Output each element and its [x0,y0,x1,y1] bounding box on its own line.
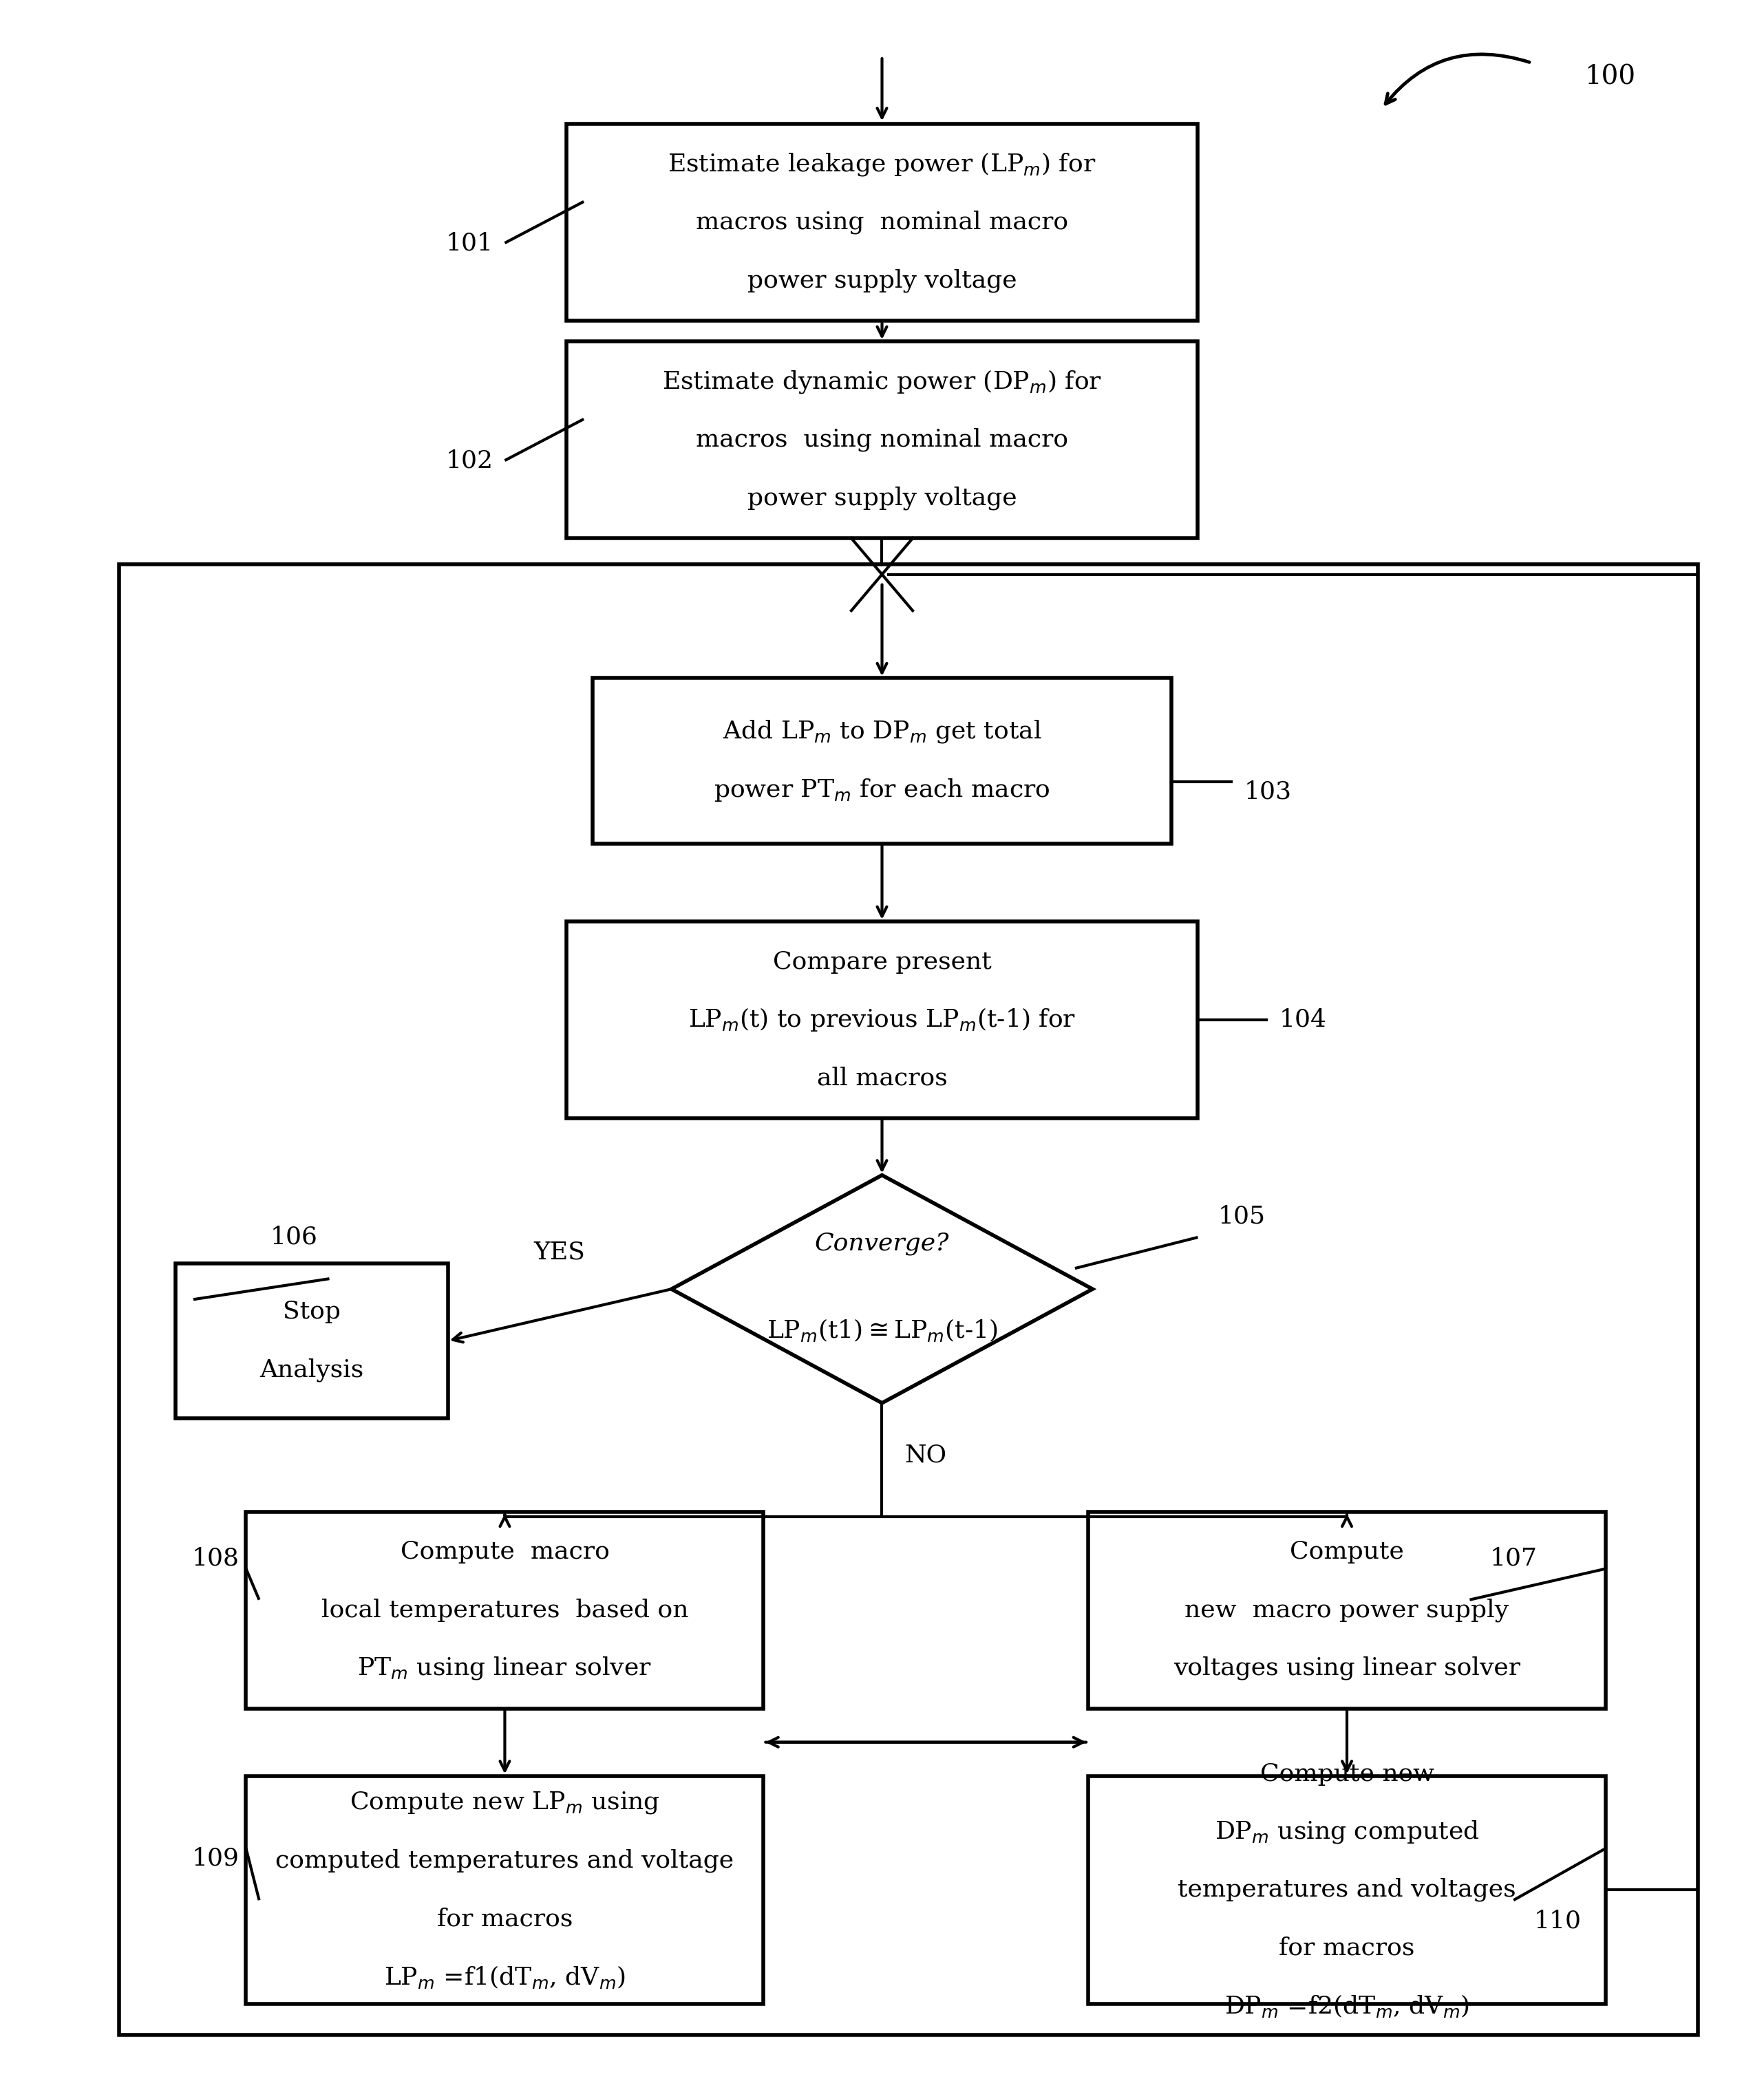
Text: 103: 103 [1244,780,1291,803]
Polygon shape [672,1176,1092,1403]
Text: Stop: Stop [282,1301,340,1324]
Text: NO: NO [905,1442,947,1467]
Text: 100: 100 [1584,65,1635,89]
Text: PT$_m$ using linear solver: PT$_m$ using linear solver [358,1654,653,1681]
Text: 104: 104 [1279,1007,1327,1032]
Text: YES: YES [534,1240,586,1263]
Text: macros using  nominal macro: macros using nominal macro [695,210,1069,235]
Text: power PT$_m$ for each macro: power PT$_m$ for each macro [714,776,1050,803]
Text: local temperatures  based on: local temperatures based on [321,1598,688,1621]
Text: Analysis: Analysis [259,1359,363,1382]
Text: Estimate leakage power (LP$_m$) for: Estimate leakage power (LP$_m$) for [669,150,1095,177]
Text: macros  using nominal macro: macros using nominal macro [695,429,1069,452]
Text: power supply voltage: power supply voltage [748,485,1016,510]
FancyBboxPatch shape [593,678,1171,843]
Text: Compute: Compute [1289,1540,1404,1563]
FancyBboxPatch shape [566,922,1198,1117]
Text: new  macro power supply: new macro power supply [1185,1598,1508,1621]
Text: power supply voltage: power supply voltage [748,268,1016,291]
Text: Estimate dynamic power (DP$_m$) for: Estimate dynamic power (DP$_m$) for [662,368,1102,395]
Text: LP$_m$(t1)$\cong$LP$_m$(t-1): LP$_m$(t1)$\cong$LP$_m$(t-1) [767,1317,997,1344]
Text: for macros: for macros [437,1906,573,1931]
FancyBboxPatch shape [1088,1511,1605,1709]
FancyBboxPatch shape [1088,1775,1605,2004]
Text: Compare present: Compare present [773,951,991,974]
Text: 101: 101 [446,231,494,254]
Text: 106: 106 [270,1226,318,1249]
Text: 108: 108 [192,1546,240,1569]
Text: DP$_m$ using computed: DP$_m$ using computed [1215,1819,1480,1846]
Text: DP$_m$ =f2(dT$_m$, dV$_m$): DP$_m$ =f2(dT$_m$, dV$_m$) [1224,1994,1469,2019]
Text: 102: 102 [446,449,494,472]
Text: 105: 105 [1217,1205,1265,1228]
Text: 107: 107 [1491,1546,1536,1569]
Text: computed temperatures and voltage: computed temperatures and voltage [275,1848,734,1873]
Text: 109: 109 [192,1848,238,1871]
FancyBboxPatch shape [245,1775,764,2004]
Text: Compute new LP$_m$ using: Compute new LP$_m$ using [349,1790,660,1815]
Text: for macros: for macros [1279,1935,1415,1960]
Text: LP$_m$ =f1(dT$_m$, dV$_m$): LP$_m$ =f1(dT$_m$, dV$_m$) [385,1964,626,1989]
FancyBboxPatch shape [566,341,1198,539]
Text: Compute new: Compute new [1259,1763,1434,1785]
FancyBboxPatch shape [566,125,1198,320]
Text: LP$_m$(t) to previous LP$_m$(t-1) for: LP$_m$(t) to previous LP$_m$(t-1) for [688,1007,1076,1032]
Text: Converge?: Converge? [815,1232,949,1255]
FancyBboxPatch shape [245,1511,764,1709]
Text: voltages using linear solver: voltages using linear solver [1173,1656,1521,1679]
Text: Compute  macro: Compute macro [400,1540,609,1563]
Text: 110: 110 [1533,1908,1581,1933]
FancyBboxPatch shape [176,1263,448,1419]
Text: Add LP$_m$ to DP$_m$ get total: Add LP$_m$ to DP$_m$ get total [723,718,1041,745]
Text: temperatures and voltages: temperatures and voltages [1178,1877,1515,1902]
Text: all macros: all macros [817,1065,947,1090]
